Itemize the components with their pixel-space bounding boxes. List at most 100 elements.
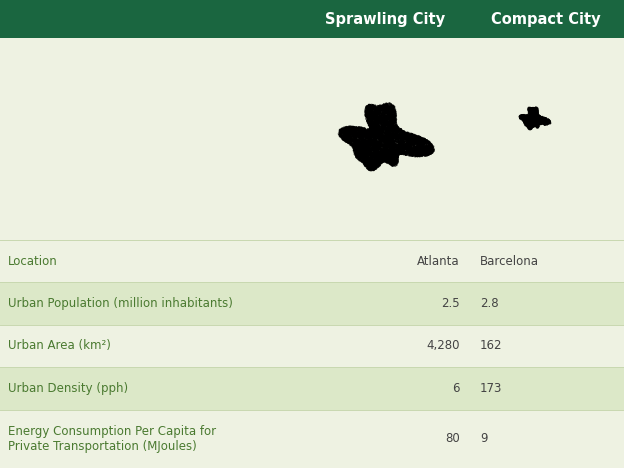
Point [377, 119, 387, 126]
Point [388, 144, 397, 152]
Point [368, 104, 378, 112]
Point [371, 129, 381, 136]
Point [355, 127, 365, 135]
Point [386, 123, 396, 130]
Point [374, 118, 384, 125]
Point [349, 138, 359, 146]
Point [384, 150, 394, 157]
Point [348, 131, 358, 138]
Point [386, 161, 396, 168]
Point [535, 113, 545, 121]
Point [532, 120, 542, 127]
Point [352, 131, 362, 138]
Point [382, 146, 392, 153]
Point [386, 117, 396, 124]
Point [363, 158, 373, 165]
Point [371, 110, 381, 118]
Point [345, 129, 355, 136]
Point [391, 125, 401, 133]
Point [355, 138, 365, 145]
Point [372, 103, 382, 111]
Point [374, 110, 384, 117]
Point [419, 140, 429, 147]
Point [352, 129, 362, 136]
Point [383, 132, 393, 139]
Point [373, 124, 383, 132]
Point [369, 129, 379, 137]
Point [374, 156, 384, 164]
Point [539, 116, 549, 123]
Point [544, 116, 553, 124]
Point [384, 131, 394, 139]
Point [378, 117, 388, 124]
Point [387, 149, 397, 157]
Point [379, 129, 389, 137]
Point [369, 104, 379, 112]
Point [379, 124, 389, 132]
Point [366, 105, 376, 112]
Point [348, 124, 358, 131]
Point [370, 158, 380, 166]
Point [382, 140, 392, 147]
Point [399, 142, 409, 150]
Point [424, 149, 434, 157]
Point [359, 160, 369, 167]
Point [358, 154, 368, 161]
Point [363, 129, 373, 136]
Point [399, 150, 409, 158]
Point [354, 156, 364, 163]
Point [530, 112, 540, 119]
Point [385, 147, 395, 155]
Point [381, 144, 391, 151]
Point [388, 112, 397, 120]
Point [398, 129, 408, 137]
Point [374, 112, 384, 120]
Point [522, 112, 532, 119]
Point [537, 114, 547, 122]
Point [384, 133, 394, 141]
Point [338, 133, 348, 140]
Point [519, 116, 529, 124]
Point [375, 148, 385, 156]
Point [406, 134, 416, 141]
Point [385, 119, 395, 126]
Point [374, 162, 384, 169]
Point [390, 150, 400, 157]
Point [383, 148, 393, 155]
Point [414, 139, 424, 146]
Point [402, 144, 412, 151]
Point [380, 117, 390, 125]
Point [387, 145, 397, 153]
Point [340, 125, 350, 133]
Point [532, 123, 542, 130]
Point [367, 159, 377, 166]
Point [368, 114, 378, 121]
Point [358, 151, 368, 159]
Point [372, 130, 382, 138]
Point [375, 113, 385, 120]
Point [390, 136, 400, 144]
Point [423, 151, 433, 158]
Point [523, 116, 533, 124]
Point [359, 158, 369, 166]
Point [384, 108, 394, 116]
Point [400, 134, 410, 141]
Point [388, 162, 397, 169]
Point [386, 144, 396, 151]
Point [389, 148, 399, 155]
Point [375, 139, 385, 146]
Point [519, 112, 529, 120]
Point [347, 142, 357, 150]
Point [371, 121, 381, 129]
Point [531, 111, 541, 119]
Point [379, 137, 389, 144]
Point [530, 117, 540, 124]
Point [405, 133, 415, 141]
Point [417, 136, 427, 143]
Point [363, 140, 373, 148]
Point [386, 117, 396, 124]
Point [349, 145, 359, 152]
Point [412, 148, 422, 155]
Point [423, 151, 433, 158]
Point [372, 110, 382, 118]
